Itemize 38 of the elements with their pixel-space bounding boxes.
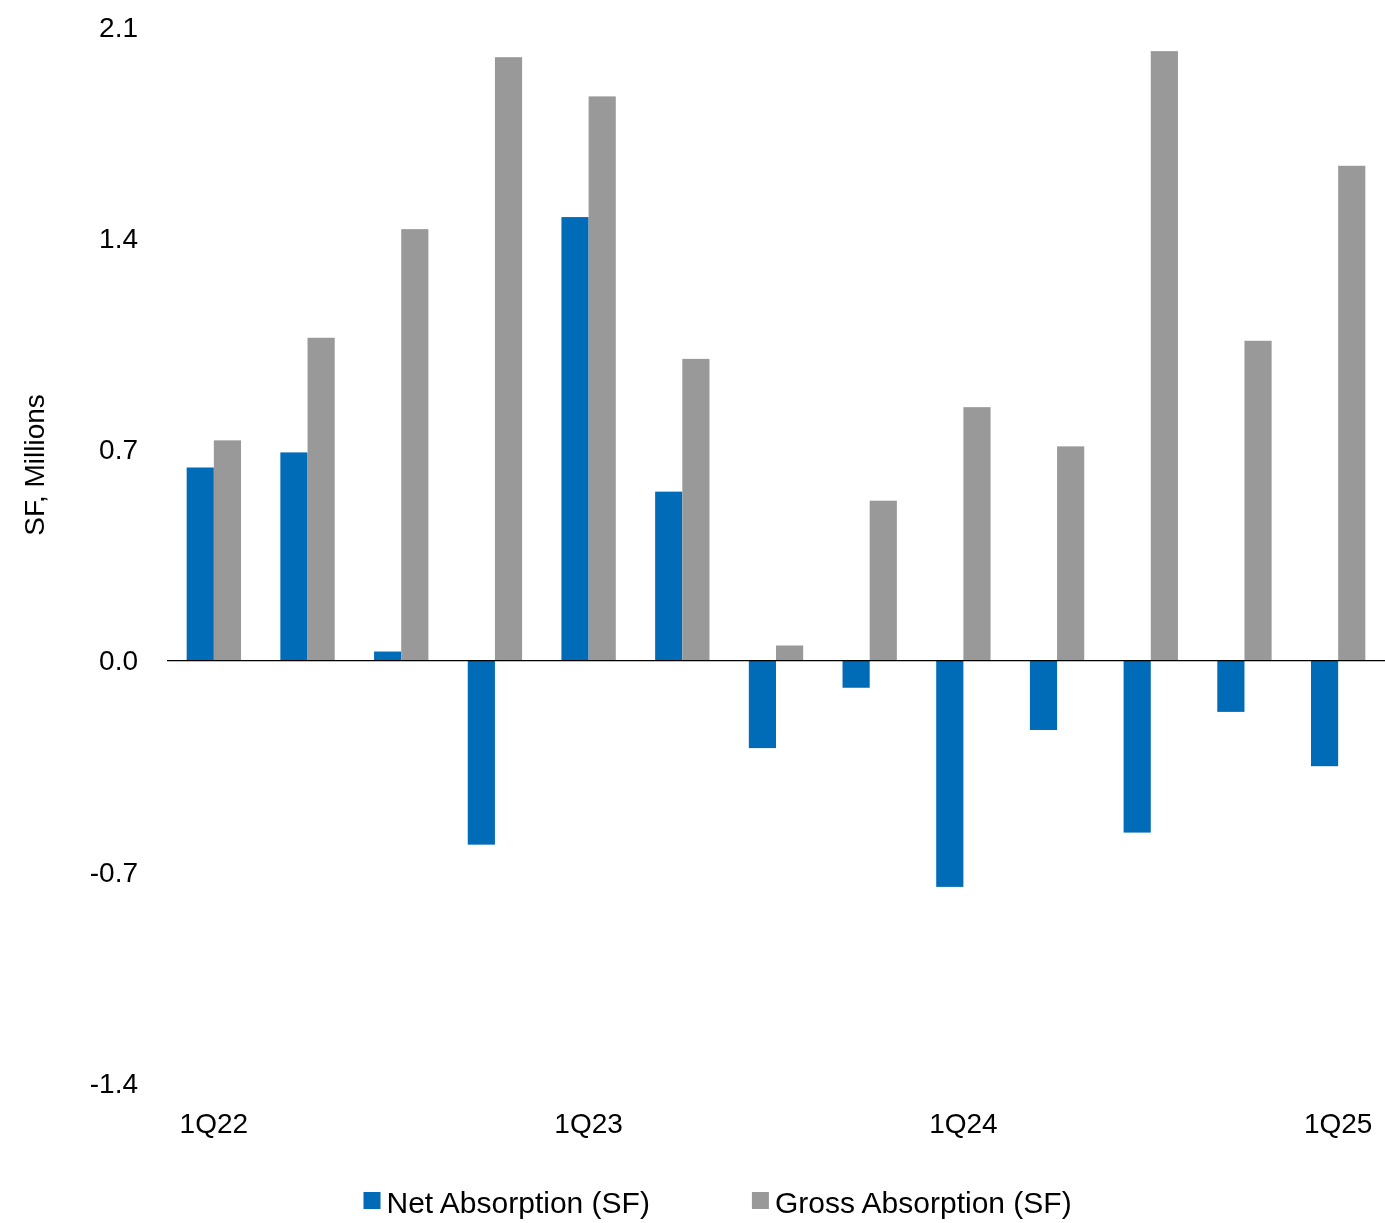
bar [280,452,308,661]
bar [748,660,776,749]
bar [307,337,335,661]
y-tick-label: -1.4 [89,1067,138,1099]
bar [682,358,710,661]
bar [842,660,870,688]
y-tick-label: -0.7 [89,856,138,888]
bar [936,660,964,887]
bar [561,217,589,661]
bar [1057,446,1085,661]
y-tick-label: 1.4 [99,223,138,254]
x-tick-label: 1Q25 [1303,1108,1373,1139]
bar [869,500,897,661]
bar [963,407,991,661]
bar [1029,660,1058,730]
x-tick-label: 1Q23 [554,1108,623,1139]
y-tick-label: 0.0 [99,645,138,677]
y-tick-label: 0.7 [99,434,138,466]
bar [494,57,523,661]
bar [1338,165,1366,661]
bar [213,440,242,661]
bar [467,660,495,845]
bar [1244,340,1272,661]
y-axis-title: SF, Millions [19,394,50,536]
x-tick-label: 1Q22 [179,1108,249,1139]
bar [588,96,616,661]
legend-label: Net Absorption (SF) [386,1185,650,1219]
bar [776,645,804,661]
y-tick-label: 2.1 [99,11,138,43]
bar [186,467,214,661]
bar [1217,660,1245,712]
bar [655,491,683,661]
x-tick-label: 1Q24 [929,1108,998,1139]
bar [401,229,429,661]
bar [1150,51,1178,661]
bar [1123,660,1151,833]
bar [1310,660,1339,767]
legend-label: Gross Absorption (SF) [774,1185,1072,1219]
